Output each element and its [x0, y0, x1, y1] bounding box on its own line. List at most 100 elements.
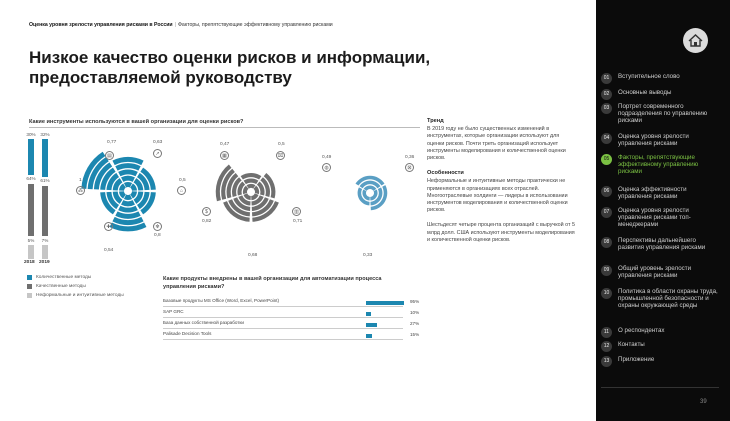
- rose-a-value-6: 1: [79, 178, 82, 183]
- product-label: SAP GRC: [163, 309, 184, 314]
- sidebar-item-number: 12: [601, 341, 612, 352]
- sidebar-item-11[interactable]: 11 О респондентах: [601, 327, 718, 338]
- rose-segment-s1-2-ring-3: [252, 199, 274, 217]
- sidebar-item-12[interactable]: 12 Контакты: [601, 341, 718, 352]
- sidebar-item-07[interactable]: 07 Оценка уровня зрелости управления риск…: [601, 207, 718, 228]
- features-heading: Особенности: [427, 170, 464, 177]
- breadcrumb-subsection[interactable]: Факторы, препятствующие эффективному упр…: [177, 22, 333, 28]
- product-label: Базовые продукты MS Office (Word, Excel,…: [163, 298, 280, 303]
- sidebar-item-number: 07: [601, 207, 612, 218]
- rose-segment-s0-3-ring-1: [121, 200, 135, 207]
- lock-icon: ⊠: [405, 163, 414, 172]
- rose-segment-s0-4-ring-0: [119, 191, 126, 199]
- rose-b-value-4: 0,68: [248, 253, 258, 258]
- rose-segment-s1-2-ring-1: [251, 195, 264, 206]
- features-text-2: Шестьдесят четыре процента организаций с…: [427, 222, 575, 243]
- sidebar-item-number: 13: [601, 356, 612, 367]
- bar-2018-qual: [28, 184, 34, 236]
- rose-segment-s1-4-ring-5: [215, 164, 232, 202]
- rose-a-value-4: 0,8: [154, 233, 161, 238]
- sidebar-divider: [601, 387, 719, 388]
- title-line-2: предоставляемой руководству: [29, 68, 292, 87]
- rose-segment-s0-5-ring-0: [119, 183, 126, 191]
- breadcrumb-section[interactable]: Оценка уровня зрелости управления рискам…: [29, 22, 173, 28]
- bar-2019-qual: [42, 186, 48, 236]
- rose-segment-s1-0-ring-2: [240, 173, 262, 180]
- rose-segment-s2-2-ring-1: [357, 187, 370, 206]
- bar-label-2019-quant: 32%: [40, 132, 50, 137]
- rose-segment-s0-1-ring-1: [133, 178, 144, 191]
- rose-segment-s0-5-ring-3: [100, 167, 116, 190]
- chart-icon: ↗: [153, 149, 162, 158]
- divider: [29, 127, 420, 128]
- sidebar-item-10[interactable]: 10 Политика в области охраны труда, промы…: [601, 288, 718, 309]
- sidebar-item-13[interactable]: 13 Приложение: [601, 356, 718, 367]
- rose-segment-s1-2-ring-2: [251, 197, 269, 211]
- legend-item-informal: Неформальные и интуитивные методы: [27, 293, 124, 298]
- rose-segment-s1-1-ring-1: [256, 181, 265, 196]
- product-row: Базовые продукты MS Office (Word, Excel,…: [163, 298, 423, 307]
- rose-segment-s0-2-ring-2: [136, 191, 150, 210]
- sidebar: [596, 0, 730, 421]
- product-percent: 95%: [410, 299, 420, 304]
- rose-segment-s0-5-ring-6: [81, 151, 106, 189]
- sidebar-item-label: Оценка уровня зрелости управления рискам…: [618, 133, 689, 147]
- product-row: SAP GRC 10%: [163, 309, 423, 318]
- main-content: Оценка уровня зрелости управления рискам…: [24, 22, 577, 340]
- product-bar: [366, 301, 404, 305]
- product-label: Palisade Decision Tools: [163, 331, 212, 336]
- trend-heading: Тренд: [427, 118, 444, 124]
- rose-segment-s1-4-ring-0: [242, 185, 249, 195]
- rose-a-value-5: 0,54: [104, 248, 114, 253]
- money-icon: $: [202, 207, 211, 216]
- rose-b-value-2: 0,5: [278, 142, 285, 147]
- rose-segment-s1-4-ring-2: [232, 177, 242, 197]
- sidebar-item-05[interactable]: 05 Факторы, препятствующие эффективному у…: [601, 154, 718, 175]
- rose-segment-s0-1-ring-0: [130, 183, 137, 191]
- product-percent: 27%: [410, 321, 420, 326]
- sidebar-item-number: 01: [601, 73, 612, 84]
- rose-segment-s0-0-ring-0: [123, 182, 133, 188]
- rose-segment-s2-1-ring-0: [370, 189, 378, 201]
- flask-icon: ◍: [322, 163, 331, 172]
- sidebar-item-number: 09: [601, 265, 612, 276]
- rose-segment-s0-4-ring-1: [112, 191, 123, 204]
- sidebar-item-01[interactable]: 01 Вступительное слово: [601, 73, 718, 84]
- sidebar-item-09[interactable]: 09 Общий уровень зрелости управления риск…: [601, 265, 718, 279]
- sidebar-item-label: Факторы, препятствующие эффективному упр…: [618, 154, 699, 175]
- sidebar-item-02[interactable]: 02 Основные выводы: [601, 89, 718, 100]
- year-label-2019: 2019: [39, 260, 50, 265]
- rose-segment-s1-0-ring-0: [246, 183, 256, 189]
- commentary-column: Тренд В 2019 году не было существенных и…: [427, 118, 577, 252]
- rose-segment-s2-1-ring-2: [370, 185, 388, 211]
- home-button[interactable]: [683, 28, 708, 53]
- rose-segment-s0-3-ring-0: [123, 194, 133, 200]
- tools-icon: ✚: [104, 222, 113, 231]
- rose-c-value-1: 0,49: [322, 155, 332, 160]
- sidebar-item-number: 06: [601, 186, 612, 197]
- rose-segment-s0-0-ring-1: [121, 175, 135, 182]
- product-row: База данных собственной разработки 27%: [163, 320, 423, 329]
- sidebar-item-label: Перспективы дальнейшего развития управле…: [618, 237, 706, 251]
- sidebar-item-number: 10: [601, 288, 612, 299]
- bar-2019-quant: [42, 139, 48, 177]
- rose-segment-s0-1-ring-3: [140, 167, 156, 190]
- sidebar-item-04[interactable]: 04 Оценка уровня зрелости управления риск…: [601, 133, 718, 147]
- sidebar-item-06[interactable]: 06 Оценка эффективности управления рискам…: [601, 186, 718, 200]
- rose-segment-s0-5-ring-5: [87, 157, 109, 190]
- sidebar-item-08[interactable]: 08 Перспективы дальнейшего развития управ…: [601, 237, 718, 251]
- home-icon: [688, 34, 703, 47]
- sidebar-item-number: 03: [601, 103, 612, 114]
- sidebar-item-03[interactable]: 03 Портрет современного подразделения по …: [601, 103, 718, 124]
- sidebar-item-number: 05: [601, 154, 612, 165]
- bar-label-2019-qual: 61%: [40, 178, 50, 183]
- rose-b-value-3: 0,71: [293, 219, 303, 224]
- rose-segment-s0-5-ring-1: [112, 178, 123, 191]
- chart1-question: Какие инструменты используются в вашей о…: [29, 119, 244, 125]
- sidebar-item-label: Оценка эффективности управления рисками: [618, 186, 687, 200]
- radial-chart-qualitative: [215, 164, 279, 222]
- sidebar-item-label: Общий уровень зрелости управления рискам…: [618, 265, 692, 279]
- rose-segment-s0-5-ring-2: [106, 172, 120, 191]
- rose-segment-s1-3-ring-0: [243, 193, 251, 201]
